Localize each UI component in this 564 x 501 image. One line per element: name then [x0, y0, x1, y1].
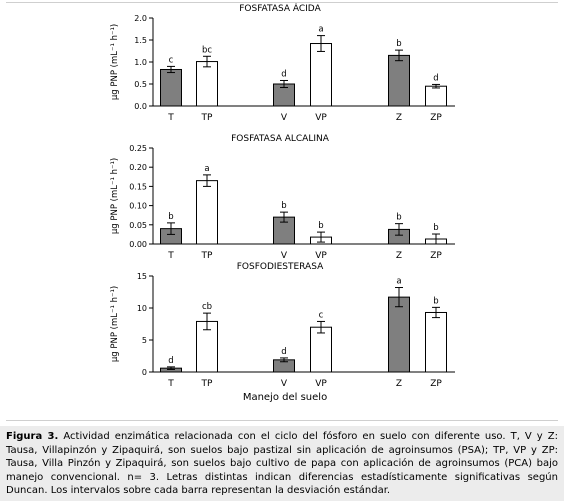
- y-tick-label: 0.05: [129, 221, 147, 230]
- bar-Z: [388, 296, 410, 373]
- caption-background: [0, 426, 564, 501]
- y-tick-label: 0.20: [129, 163, 147, 172]
- category-label: V: [281, 113, 288, 123]
- y-tick-label: 1.0: [134, 58, 147, 67]
- category-label: TP: [201, 379, 213, 389]
- caption-label: Figura 3.: [6, 431, 59, 442]
- category-label: Z: [396, 251, 402, 261]
- y-tick-label: 0.0: [134, 102, 147, 111]
- figure-caption: Figura 3. Actividad enzimática relaciona…: [6, 430, 558, 498]
- category-label: Z: [396, 379, 402, 389]
- significance-letter: b: [281, 201, 286, 211]
- significance-letter: d: [433, 73, 438, 83]
- category-label: T: [167, 251, 174, 261]
- y-axis-label: µg PNP (mL⁻¹ h⁻¹): [110, 158, 120, 234]
- y-tick-label: 0.00: [129, 240, 147, 249]
- y-tick-label: 0.10: [129, 202, 147, 211]
- y-tick-label: 5: [142, 336, 147, 345]
- significance-letter: c: [319, 310, 324, 320]
- bar-TP: [196, 61, 218, 107]
- significance-letter: d: [168, 356, 173, 366]
- significance-letter: cb: [202, 302, 212, 312]
- category-label: TP: [201, 113, 213, 123]
- category-label: ZP: [430, 113, 442, 123]
- chart-panel-1: FOSFATASA ÁCIDA µg PNP (mL⁻¹ h⁻¹) 0.0 0.5 1.…: [110, 2, 455, 123]
- category-label: ZP: [430, 379, 442, 389]
- significance-letter: b: [396, 213, 401, 223]
- category-label: ZP: [430, 251, 442, 261]
- significance-letter: b: [168, 212, 173, 222]
- y-axis-label: µg PNP (mL⁻¹ h⁻¹): [110, 24, 120, 100]
- significance-letter: a: [318, 25, 323, 35]
- chart-panel-3: FOSFODIESTERASA µg PNP (mL⁻¹ h⁻¹) 0 5 10 15 d T…: [110, 262, 455, 389]
- y-tick-label: 15: [137, 272, 147, 281]
- significance-letter: a: [396, 277, 401, 287]
- y-axis-label: µg PNP (mL⁻¹ h⁻¹): [110, 286, 120, 362]
- y-tick-label: 0: [142, 368, 147, 377]
- category-label: Z: [396, 113, 402, 123]
- bar-T: [160, 68, 182, 107]
- y-tick-label: 0.15: [129, 182, 147, 191]
- significance-letter: b: [318, 221, 323, 231]
- chart-panel-2: FOSFATASA ALCALINA µg PNP (mL⁻¹ h⁻¹) 0.00 0…: [110, 134, 455, 261]
- bar-VP: [310, 326, 332, 373]
- category-label: V: [281, 379, 288, 389]
- category-label: TP: [201, 251, 213, 261]
- top-divider: [6, 2, 558, 3]
- chart-title: FOSFATASA ÁCIDA: [239, 2, 321, 14]
- x-axis-label: Manejo del suelo: [243, 392, 327, 403]
- category-label: T: [167, 379, 174, 389]
- category-label: VP: [315, 379, 327, 389]
- caption-text: Actividad enzimática relacionada con el …: [6, 431, 558, 497]
- caption-divider: [6, 420, 558, 421]
- y-tick-label: 0.5: [134, 80, 147, 89]
- y-tick-label: 10: [137, 304, 147, 313]
- bar-ZP: [425, 311, 447, 373]
- chart-title: FOSFODIESTERASA: [237, 262, 324, 272]
- y-tick-label: 0.25: [129, 144, 147, 153]
- category-label: VP: [315, 251, 327, 261]
- bar-ZP: [425, 85, 447, 107]
- figure: Manejo del suelo FOSFATASA ÁCIDA µg PNP (…: [110, 2, 455, 403]
- significance-letter: b: [396, 39, 401, 49]
- chart-title: FOSFATASA ALCALINA: [231, 134, 330, 144]
- category-label: VP: [315, 113, 327, 123]
- significance-letter: c: [169, 55, 174, 65]
- bar-VP: [310, 43, 332, 107]
- bar-TP: [196, 180, 218, 245]
- significance-letter: a: [204, 164, 209, 174]
- y-tick-label: 2.0: [134, 14, 147, 23]
- significance-letter: d: [281, 69, 286, 79]
- significance-letter: d: [281, 347, 286, 357]
- category-label: T: [167, 113, 174, 123]
- y-tick-label: 1.5: [134, 36, 147, 45]
- significance-letter: bc: [202, 45, 212, 55]
- significance-letter: b: [433, 223, 438, 233]
- category-label: V: [281, 251, 288, 261]
- bar-Z: [388, 54, 410, 107]
- significance-letter: b: [433, 296, 438, 306]
